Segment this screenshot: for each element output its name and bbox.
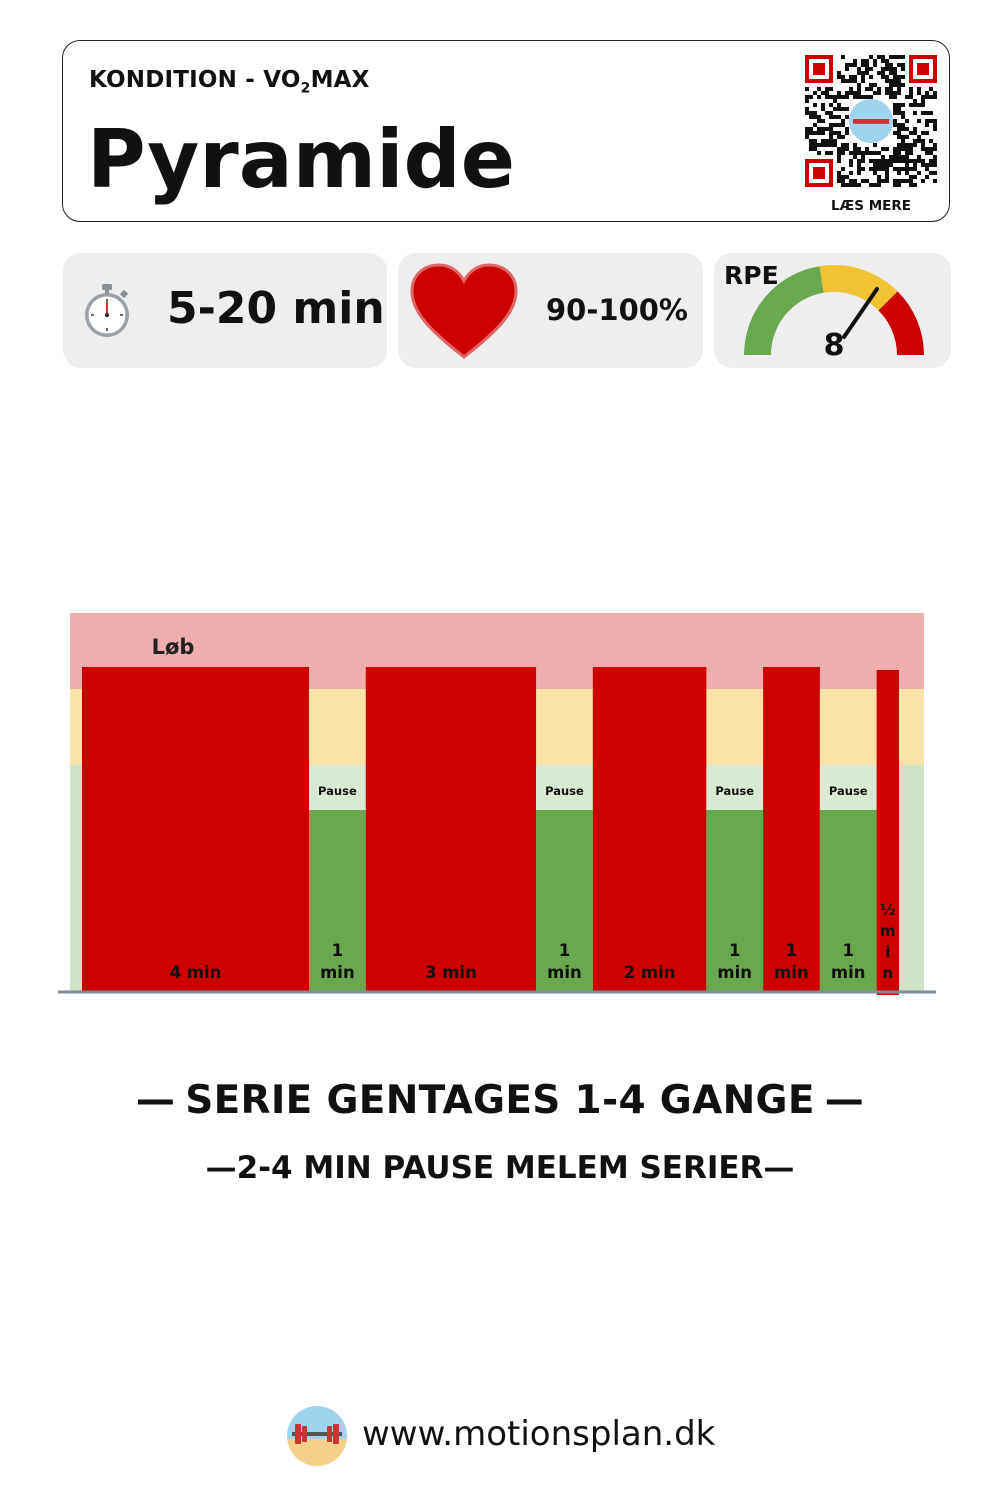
footer-url-link[interactable]: www.motionsplan.dk xyxy=(362,1414,716,1454)
duration-label-4-line-2: min xyxy=(547,963,582,982)
interval-chart: 4 min Pause 1 min 3 min Pause 1 min 2 min Pause 1 m… xyxy=(58,613,936,995)
work-bar-4 xyxy=(763,667,820,992)
pause-tag-3: Pause xyxy=(715,784,754,798)
duration-label-2-line-1: 1 xyxy=(332,941,343,960)
rpe-label: RPE xyxy=(724,261,779,290)
duration-label-9-line-2: m xyxy=(880,922,896,940)
rpe-value: 8 xyxy=(824,328,845,363)
rest-bar-4 xyxy=(819,810,877,992)
duration-label-1-line-1: 4 min xyxy=(170,963,222,982)
duration-label-4-line-1: 1 xyxy=(559,941,570,960)
duration-label-3-line-1: 3 min xyxy=(425,963,477,982)
heart-rate-card: 90-100% xyxy=(398,253,703,368)
heart-rate-value: 90-100% xyxy=(546,293,688,327)
work-bar-2 xyxy=(365,667,537,992)
rest-bar-1 xyxy=(309,810,366,992)
duration-label-8-line-1: 1 xyxy=(842,941,853,960)
pause-tag-bg-2 xyxy=(536,765,593,810)
gauge-red-segment xyxy=(878,291,924,355)
duration-label-6-line-1: 1 xyxy=(729,941,740,960)
stopwatch-icon xyxy=(85,284,129,337)
work-bar-1 xyxy=(82,667,310,992)
duration-label-9-line-3: i xyxy=(885,943,890,961)
duration-card: 5-20 min xyxy=(63,253,387,368)
pause-between-series-text: —2-4 MIN PAUSE MELEM SERIER— xyxy=(205,1150,795,1186)
header-card: KONDITION - VO2MAX Pyramide LÆS MERE xyxy=(62,40,950,222)
pause-tag-1: Pause xyxy=(318,784,357,798)
category-label: KONDITION - VO2MAX xyxy=(89,67,370,97)
pause-tag-bg-3 xyxy=(706,765,764,810)
read-more-label[interactable]: LÆS MERE xyxy=(831,198,911,214)
heart-icon xyxy=(410,263,518,359)
duration-label-5-line-1: 2 min xyxy=(624,963,676,982)
qr-code-icon[interactable] xyxy=(805,55,937,187)
duration-label-6-line-2: min xyxy=(717,963,752,982)
work-bar-3 xyxy=(592,667,707,992)
duration-label-8-line-2: min xyxy=(831,963,866,982)
page-title: Pyramide xyxy=(87,113,516,206)
rpe-card: RPE 8 xyxy=(714,253,951,368)
duration-label-7-line-2: min xyxy=(774,963,809,982)
series-label: Løb xyxy=(152,635,195,659)
rest-bar-3 xyxy=(706,810,764,992)
work-bar-5 xyxy=(876,670,899,995)
gauge-needle xyxy=(842,287,879,339)
gauge-green-segment xyxy=(744,266,824,355)
duration-label-2-line-2: min xyxy=(320,963,355,982)
motionsplan-logo-icon xyxy=(287,1406,347,1466)
pause-tag-bg-1 xyxy=(309,765,366,810)
duration-value: 5-20 min xyxy=(167,283,385,334)
pause-tag-bg-4 xyxy=(819,765,877,810)
duration-label-9-line-1: ½ xyxy=(880,901,896,919)
duration-label-9-line-4: n xyxy=(882,964,893,982)
rpe-gauge: 8 xyxy=(744,265,924,363)
serie-repeat-text: — SERIE GENTAGES 1-4 GANGE — xyxy=(135,1078,865,1123)
rest-bar-2 xyxy=(536,810,593,992)
duration-label-7-line-1: 1 xyxy=(786,941,797,960)
gauge-yellow-segment xyxy=(819,265,898,311)
pause-tag-2: Pause xyxy=(545,784,584,798)
pause-tag-4: Pause xyxy=(829,784,868,798)
